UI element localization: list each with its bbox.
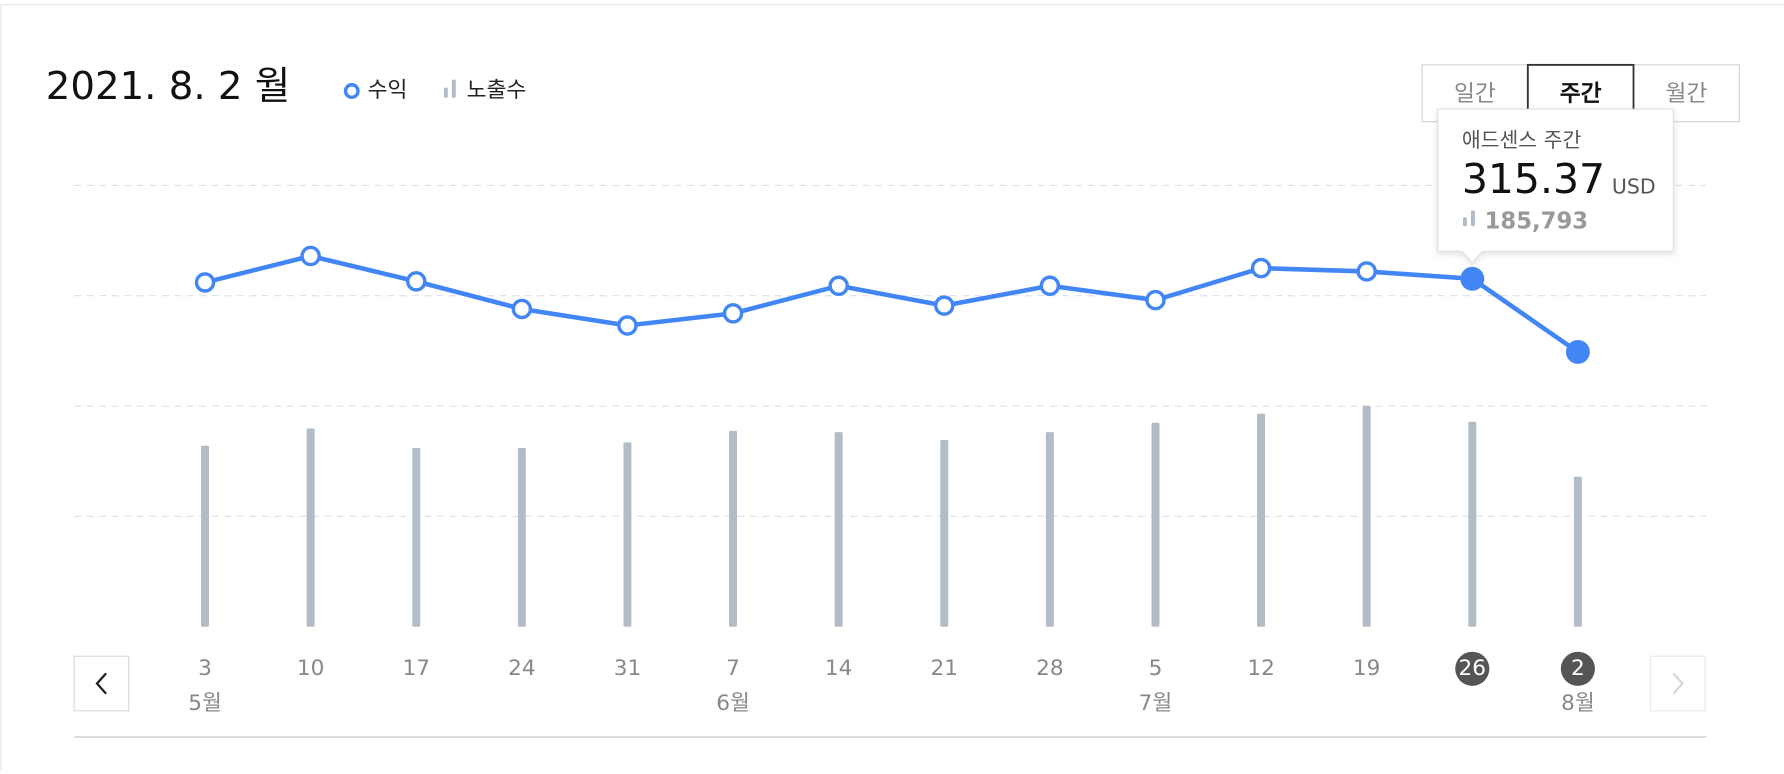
x-tick-label: 17	[402, 656, 429, 681]
x-label-badge	[1560, 651, 1595, 686]
tooltip-bar-icon	[1470, 210, 1475, 227]
x-tick-label: 21	[931, 656, 959, 681]
month-label: 6월	[716, 691, 750, 716]
revenue-point	[828, 275, 849, 297]
x-tick-label: 7	[726, 656, 740, 681]
legend-label: 수익	[368, 78, 408, 103]
impressions-bar	[834, 432, 843, 627]
x-tick-label: 10	[297, 656, 325, 681]
revenue-point	[1356, 261, 1377, 282]
month-label: 5월	[188, 691, 222, 716]
impressions-bar	[517, 447, 526, 627]
impressions-bar	[412, 447, 421, 627]
revenue-line	[204, 253, 1580, 354]
revenue-point	[722, 303, 744, 324]
legend-line-icon	[343, 83, 360, 99]
next-box[interactable]	[1650, 655, 1706, 712]
x-tick-label: 31	[614, 656, 642, 681]
period-button-label[interactable]: 주간	[1560, 81, 1602, 107]
tooltip-bar-icon	[1462, 217, 1467, 227]
next-button[interactable]	[1650, 655, 1706, 712]
x-tick-label: 26	[1459, 656, 1487, 681]
revenue-point	[300, 245, 321, 267]
tooltip-unit: USD	[1612, 175, 1656, 199]
impressions-bar	[1573, 476, 1582, 627]
impressions-bar	[1362, 405, 1371, 627]
x-tick-label: 19	[1353, 656, 1381, 681]
impressions-bar	[1468, 421, 1477, 627]
legend-bar-icon	[443, 87, 448, 98]
revenue-point	[1145, 289, 1166, 311]
x-tick-label: 28	[1036, 656, 1064, 681]
tooltip-box	[1437, 108, 1674, 264]
revenue-point	[1565, 340, 1590, 364]
prev-icon	[95, 672, 107, 695]
revenue-point	[1250, 257, 1272, 279]
prev-box[interactable]	[73, 655, 130, 712]
tooltip: 애드센스 주간 315.37 USD 185,793	[1437, 108, 1674, 264]
impressions-bar	[623, 442, 632, 627]
impressions-bar	[940, 440, 949, 627]
revenue-point	[194, 272, 216, 293]
x-tick-label: 2	[1571, 656, 1585, 681]
x-tick-label: 5	[1149, 656, 1163, 681]
revenue-point	[934, 295, 955, 316]
revenue-point	[1460, 266, 1485, 291]
chart-title: 2021. 8. 2 월	[46, 64, 291, 109]
impressions-bar	[201, 445, 210, 627]
impressions-bar	[1045, 432, 1054, 627]
revenue-point	[617, 315, 638, 336]
revenue-point	[406, 271, 427, 292]
x-tick-label: 3	[198, 656, 212, 681]
tooltip-impressions: 185,793	[1485, 208, 1589, 234]
x-tick-label: 24	[508, 656, 536, 681]
period-button-label[interactable]: 일간	[1454, 81, 1496, 107]
x-label-badge	[1455, 651, 1490, 686]
legend-bar-icon	[451, 79, 456, 98]
next-icon	[1672, 672, 1684, 695]
month-label: 8월	[1561, 691, 1595, 716]
prev-button[interactable]	[73, 655, 130, 712]
revenue-point	[1039, 275, 1061, 297]
x-tick-label: 14	[825, 656, 853, 681]
x-tick-label: 12	[1247, 656, 1275, 681]
impressions-bar	[729, 430, 738, 627]
month-label: 7월	[1139, 691, 1173, 716]
legend-label: 노출수	[467, 78, 527, 103]
period-button-label[interactable]: 월간	[1666, 81, 1708, 107]
tooltip-title: 애드센스 주간	[1462, 128, 1582, 152]
revenue-point	[511, 298, 533, 320]
impressions-bar	[306, 428, 315, 627]
impressions-bar	[1257, 413, 1266, 627]
tooltip-value: 315.37	[1462, 155, 1605, 203]
impressions-bar	[1151, 422, 1160, 627]
